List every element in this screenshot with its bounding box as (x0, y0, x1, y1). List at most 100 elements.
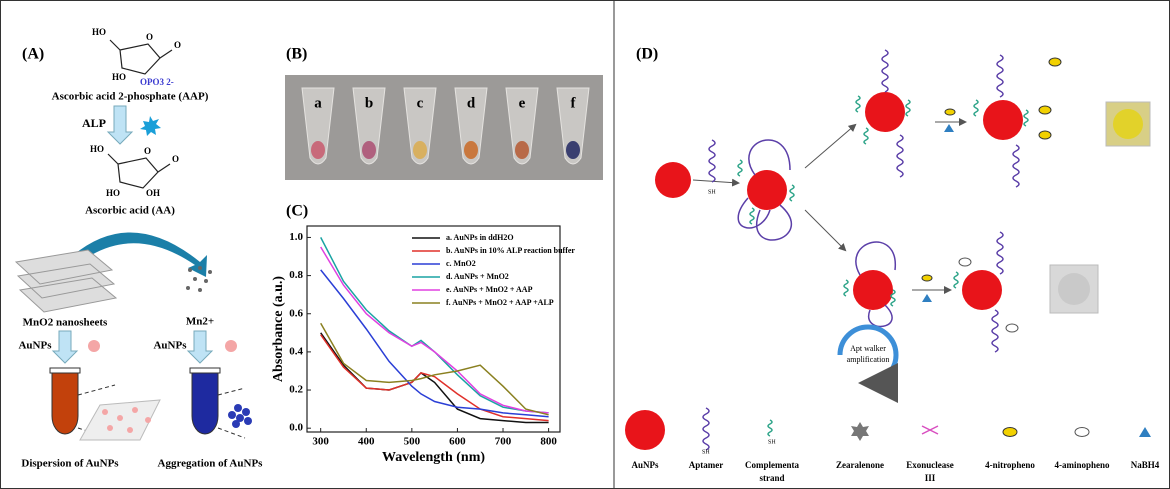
solution (362, 141, 376, 159)
legend-label: d. AuNPs + MnO2 (446, 272, 509, 281)
legend-icon (1075, 428, 1089, 437)
legend-label: III (925, 473, 936, 483)
particle (225, 340, 237, 352)
panel-label: (D) (636, 46, 658, 63)
complementary (906, 100, 910, 116)
x-tick-label: 800 (540, 436, 557, 448)
arrow (53, 331, 77, 363)
tube-label: e (519, 95, 526, 111)
solution (566, 141, 580, 159)
legend-label: Zearalenone (836, 460, 884, 470)
sheet-label: MnO2 nanosheets (23, 317, 108, 329)
molecule (110, 40, 172, 74)
panel-b: (B) abcdef (285, 46, 603, 180)
legend-label: 4-nitropheno (985, 460, 1035, 470)
y-tick-label: 0.0 (289, 422, 303, 434)
x-tick-label: 600 (449, 436, 466, 448)
legend-icon (851, 422, 869, 441)
aptamer (997, 55, 1003, 97)
panel-d: (D) SH Apt walker amplification SH SH (625, 46, 1160, 483)
complementary (738, 160, 742, 176)
photo-spot (1113, 109, 1143, 139)
legend-label: NaBH4 (1131, 460, 1160, 470)
atom: OH (146, 188, 160, 198)
atom: O (146, 32, 153, 42)
y-tick-label: 1.0 (289, 231, 303, 243)
nanosheets (16, 250, 116, 312)
compound-name: Ascorbic acid (AA) (85, 205, 175, 217)
legend-icon (1139, 427, 1151, 437)
x-tick-label: 500 (404, 436, 421, 448)
sh-label: SH (708, 189, 716, 195)
x-tick-label: 400 (358, 436, 375, 448)
arrow (108, 106, 132, 144)
panel-label: (C) (286, 203, 308, 220)
x-tick-label: 700 (495, 436, 512, 448)
atom: O (144, 146, 151, 156)
series-line (321, 247, 549, 413)
nabh4 (922, 294, 932, 302)
atom: HO (106, 188, 120, 198)
complementary (856, 96, 860, 112)
solution (464, 141, 478, 159)
gold-nanoparticle (747, 170, 787, 210)
aminophenol (1006, 324, 1018, 332)
tube (192, 372, 218, 434)
gold-nanoparticle (983, 100, 1023, 140)
gold-nanoparticle (853, 270, 893, 310)
molecule (108, 154, 170, 188)
complementary (1024, 110, 1028, 126)
gold-nanoparticle (865, 92, 905, 132)
atom: HO (90, 144, 104, 154)
atom: O (174, 40, 181, 50)
legend-label: 4-aminopheno (1054, 460, 1110, 470)
figure: (A) HO O O HO OPO3 2- Ascorbic acid 2-ph… (0, 0, 1170, 489)
reagent: AuNPs (18, 340, 52, 352)
legend-label: Aptamer (689, 460, 724, 470)
x-tick-label: 300 (312, 436, 329, 448)
sh-label: SH (768, 439, 776, 445)
walker-label: amplification (847, 355, 890, 364)
caption: Dispersion of AuNPs (21, 458, 119, 470)
arrow (188, 331, 212, 363)
solution (311, 141, 325, 159)
arrow (805, 125, 855, 168)
nabh4 (944, 124, 954, 132)
tube-label: c (417, 95, 424, 111)
tube-rim (50, 368, 80, 373)
aptamer (992, 310, 998, 352)
solution (515, 141, 529, 159)
enzyme-icon (140, 116, 161, 136)
aptamer (897, 135, 903, 177)
aptamer (1013, 145, 1019, 187)
atom: HO (112, 72, 126, 82)
legend-label: AuNPs (631, 460, 659, 470)
y-axis-label: Absorbance (a.u.) (271, 276, 286, 383)
legend-label: f. AuNPs + MnO2 + AAP +ALP (446, 298, 554, 307)
nitrophenol (945, 109, 955, 115)
enzyme: ALP (82, 116, 106, 130)
legend-icon (625, 410, 665, 450)
y-tick-label: 0.6 (289, 307, 303, 319)
complementary (954, 272, 958, 288)
x-axis-label: Wavelength (nm) (382, 450, 485, 465)
tube-label: a (314, 95, 322, 111)
aminophenol (959, 258, 971, 266)
tube-label: d (467, 95, 476, 111)
gold-nanoparticle (655, 162, 691, 198)
complementary (974, 100, 978, 116)
legend-label: strand (759, 473, 784, 483)
complementary (790, 185, 794, 201)
aggregate (228, 404, 252, 428)
ion-label: Mn2+ (186, 316, 214, 328)
caption: Aggregation of AuNPs (158, 458, 264, 470)
sh-label: SH (702, 449, 710, 455)
nitrophenol (1049, 58, 1061, 66)
legend-label: c. MnO2 (446, 259, 476, 268)
reagent: AuNPs (153, 340, 187, 352)
photo-spot (1058, 273, 1090, 305)
arrow (805, 210, 845, 250)
aptamer (882, 50, 888, 92)
gold-nanoparticle (962, 270, 1002, 310)
frame (1, 1, 1170, 489)
